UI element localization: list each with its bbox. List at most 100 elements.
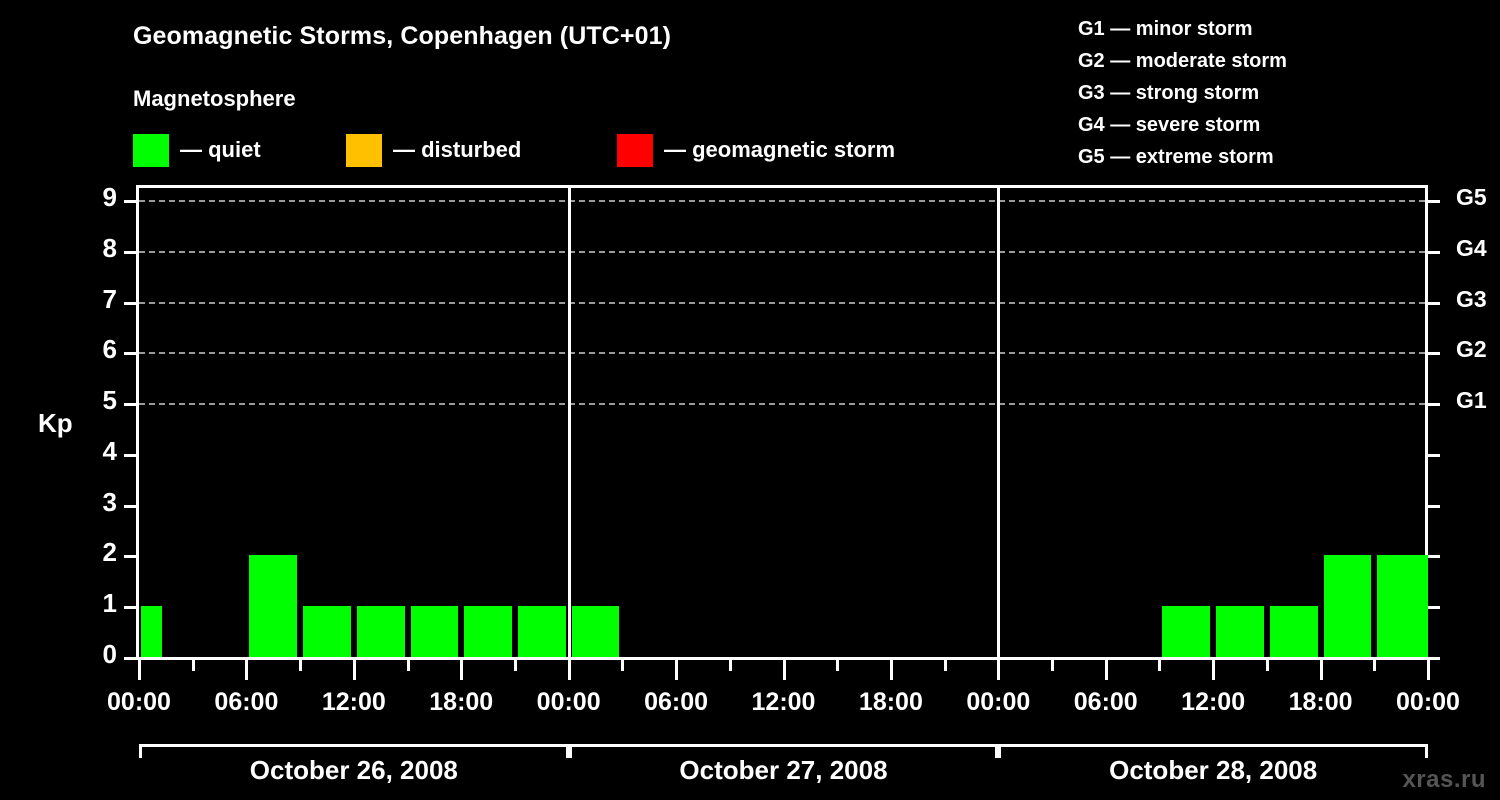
x-axis-label-7: 18:00	[858, 688, 923, 716]
x-tick-20	[1212, 660, 1216, 680]
g-axis-label-g4: G4	[1456, 234, 1487, 261]
y-tick-5	[124, 403, 136, 407]
y-tick-9	[124, 200, 136, 203]
plot-area	[124, 185, 1440, 680]
x-tick-0	[138, 660, 141, 680]
x-tick-23	[1373, 660, 1377, 671]
date-label-2: October 28, 2008	[1109, 755, 1318, 785]
y-tick-2	[124, 555, 136, 559]
x-tick-16	[997, 660, 1001, 680]
x-tick-4	[352, 660, 356, 680]
day-divider-1	[567, 185, 571, 657]
y-tick-8	[124, 250, 136, 254]
legend-label-disturbed: — disturbed	[393, 137, 522, 162]
bar-24:00-final	[1380, 555, 1428, 657]
x-tick-11	[728, 660, 732, 671]
bar-day0-2100	[517, 606, 566, 657]
x-tick-8	[567, 660, 571, 680]
plot-border-left	[136, 185, 139, 660]
x-tick-1	[191, 660, 195, 671]
x-axis-label-2: 12:00	[321, 688, 386, 716]
x-tick-2	[245, 660, 249, 680]
gridline-kp-6	[139, 352, 1425, 355]
bar-day0-1500	[410, 606, 459, 657]
x-tick-7	[513, 660, 517, 671]
date-bracket-1	[568, 744, 999, 758]
green-swatch-icon	[133, 133, 169, 167]
x-tick-17	[1051, 660, 1055, 671]
legend-label-storm: — geomagnetic storm	[664, 137, 896, 162]
y-axis-label-6: 6	[102, 334, 117, 365]
x-axis-label-6: 12:00	[751, 688, 816, 716]
x-tick-5	[406, 660, 410, 671]
y-tick-right-7	[1428, 301, 1440, 305]
bar-day2-0900	[1162, 606, 1211, 657]
bar-day0-0900	[303, 606, 351, 657]
y-tick-3	[124, 504, 136, 508]
bar-day0-1200	[356, 606, 405, 657]
g-axis-label-g3: G3	[1456, 285, 1487, 312]
y-axis-label-4: 4	[102, 435, 117, 466]
y-axis-title: Kp	[38, 408, 73, 438]
x-tick-12	[782, 660, 786, 680]
legend-label-quiet: — quiet	[180, 137, 261, 162]
y-tick-7	[124, 301, 136, 305]
bar-day2-1200	[1216, 606, 1264, 657]
x-tick-21	[1265, 660, 1269, 671]
date-bracket-bar-0	[139, 744, 569, 747]
plot-border-right	[1425, 185, 1428, 660]
g-scale-item-g1: G1 — minor storm	[1078, 18, 1253, 40]
y-axis-label-3: 3	[102, 486, 117, 517]
y-tick-right-2	[1428, 555, 1440, 559]
x-tick-22	[1319, 660, 1323, 680]
watermark: xras.ru	[1402, 766, 1486, 793]
y-axis-label-2: 2	[102, 537, 117, 568]
y-tick-right-0	[1428, 657, 1440, 660]
g-scale-item-g3: G3 — strong storm	[1078, 82, 1260, 104]
g-axis-label-g5: G5	[1456, 184, 1487, 210]
x-tick-10	[675, 660, 679, 680]
y-tick-right-4	[1428, 453, 1440, 457]
y-axis-label-7: 7	[102, 283, 117, 314]
y-axis-label-8: 8	[102, 232, 117, 263]
bar-day0-0000	[141, 606, 163, 657]
plot-border-top	[136, 185, 1428, 188]
y-tick-0	[124, 657, 136, 660]
page-title: Geomagnetic Storms, Copenhagen (UTC+01)	[133, 22, 672, 50]
bar-day2-1800	[1323, 555, 1372, 657]
chart-subtitle: Magnetosphere	[133, 86, 296, 111]
x-tick-13	[836, 660, 840, 671]
x-axis-line	[136, 657, 1428, 660]
red-swatch-icon	[617, 133, 653, 167]
g-axis-label-g2: G2	[1456, 336, 1487, 363]
x-tick-15	[943, 660, 947, 671]
x-tick-9	[621, 660, 625, 671]
bar-day0-1800	[464, 606, 512, 657]
y-tick-right-9	[1428, 200, 1440, 203]
bar-day2-1500	[1269, 606, 1318, 657]
legend-item-storm: — geomagnetic storm	[617, 133, 895, 167]
legend-item-quiet: — quiet	[133, 133, 261, 167]
gridline-kp-7	[139, 301, 1425, 304]
y-tick-right-1	[1428, 606, 1440, 610]
bar-day1-0000	[571, 606, 620, 657]
x-tick-24	[1427, 660, 1430, 680]
g-scale-item-g4: G4 — severe storm	[1078, 114, 1261, 136]
x-axis-label-5: 06:00	[644, 688, 709, 716]
y-tick-right-6	[1428, 352, 1440, 356]
date-bracket-bar-1	[568, 744, 999, 747]
y-tick-4	[124, 453, 136, 457]
x-axis-label-10: 12:00	[1181, 688, 1246, 716]
x-axis-label-3: 18:00	[429, 688, 494, 716]
x-tick-14	[889, 660, 893, 680]
date-bracket-2	[998, 744, 1428, 758]
x-axis-label-11: 18:00	[1288, 688, 1353, 716]
date-label-1: October 27, 2008	[679, 755, 888, 785]
y-tick-1	[124, 606, 136, 610]
gridline-kp-8	[139, 250, 1425, 253]
g-scale-legend: G1 — minor storm G2 — moderate storm G3 …	[1078, 13, 1287, 173]
date-label-0: October 26, 2008	[249, 755, 458, 785]
g-scale-item-g2: G2 — moderate storm	[1078, 50, 1287, 72]
x-axis-label-0: 00:00	[107, 688, 171, 716]
